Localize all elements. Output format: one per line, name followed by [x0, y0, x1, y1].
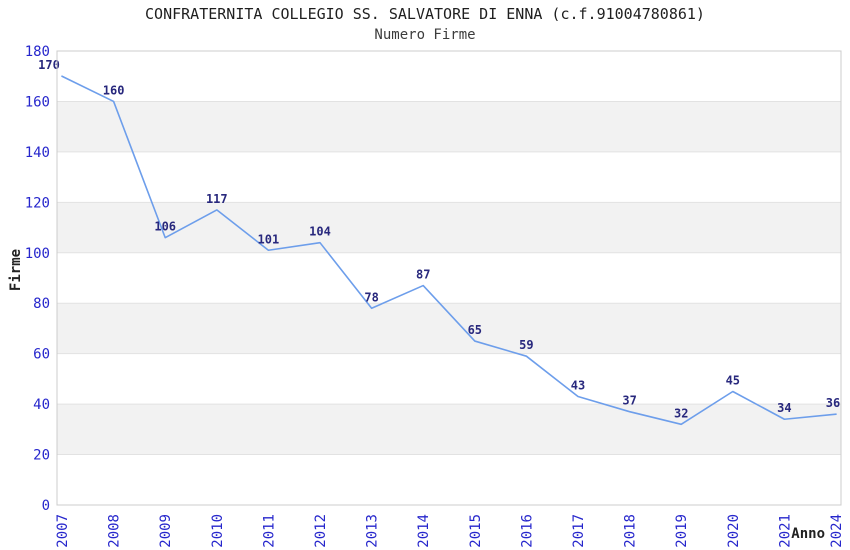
grid-band — [57, 404, 841, 455]
x-tick-label: 2013 — [365, 514, 381, 548]
grid-band — [57, 51, 841, 102]
y-tick-label: 80 — [33, 296, 50, 312]
y-tick-label: 140 — [25, 145, 50, 161]
y-tick-label: 180 — [25, 44, 50, 60]
x-tick-label: 2009 — [158, 514, 174, 548]
x-tick-label: 2020 — [726, 514, 742, 548]
x-tick-label: 2019 — [674, 514, 690, 548]
data-point-label: 106 — [154, 220, 176, 234]
data-point-label: 34 — [777, 401, 791, 415]
x-tick-label: 2008 — [107, 514, 123, 548]
data-point-label: 170 — [38, 58, 60, 72]
x-tick-label: 2015 — [468, 514, 484, 548]
data-point-label: 78 — [364, 290, 378, 304]
data-point-label: 43 — [571, 379, 585, 393]
x-tick-label: 2007 — [55, 514, 71, 548]
y-tick-label: 100 — [25, 246, 50, 262]
x-tick-label: 2024 — [829, 514, 845, 548]
grid-band — [57, 303, 841, 354]
chart-title: CONFRATERNITA COLLEGIO SS. SALVATORE DI … — [145, 5, 705, 23]
data-point-label: 65 — [468, 323, 482, 337]
y-tick-label: 120 — [25, 195, 50, 211]
data-point-label: 87 — [416, 268, 430, 282]
y-tick-label: 60 — [33, 347, 50, 363]
x-tick-label: 2010 — [210, 514, 226, 548]
data-point-label: 101 — [258, 232, 280, 246]
grid-band — [57, 151, 841, 203]
grid-band — [57, 101, 841, 152]
data-point-label: 45 — [726, 374, 740, 388]
y-tick-label: 160 — [25, 94, 50, 110]
grid-band — [57, 252, 841, 304]
x-axis-title: Anno — [791, 526, 825, 542]
x-tick-label: 2011 — [261, 514, 277, 548]
data-point-label: 59 — [519, 338, 533, 352]
x-tick-label: 2016 — [519, 514, 535, 548]
plot-border — [56, 50, 842, 506]
y-tick-label: 0 — [42, 498, 50, 514]
data-point-label: 160 — [103, 83, 125, 97]
x-tick-label: 2017 — [571, 514, 587, 548]
x-tick-label: 2018 — [623, 514, 639, 548]
x-tick-label: 2021 — [777, 514, 793, 548]
data-point-label: 32 — [674, 406, 688, 420]
data-point-label: 37 — [622, 394, 636, 408]
x-tick-label: 2012 — [313, 514, 329, 548]
series-line — [61, 75, 837, 426]
data-point-label: 117 — [206, 192, 228, 206]
y-tick-label: 20 — [33, 448, 50, 464]
y-tick-label: 40 — [33, 397, 50, 413]
grid-band — [57, 202, 841, 253]
data-point-label: 36 — [826, 396, 840, 410]
grid-band — [57, 353, 841, 405]
grid-band — [57, 454, 841, 505]
chart-subtitle: Numero Firme — [374, 27, 476, 43]
x-tick-label: 2014 — [416, 514, 432, 548]
data-point-label: 104 — [309, 225, 331, 239]
